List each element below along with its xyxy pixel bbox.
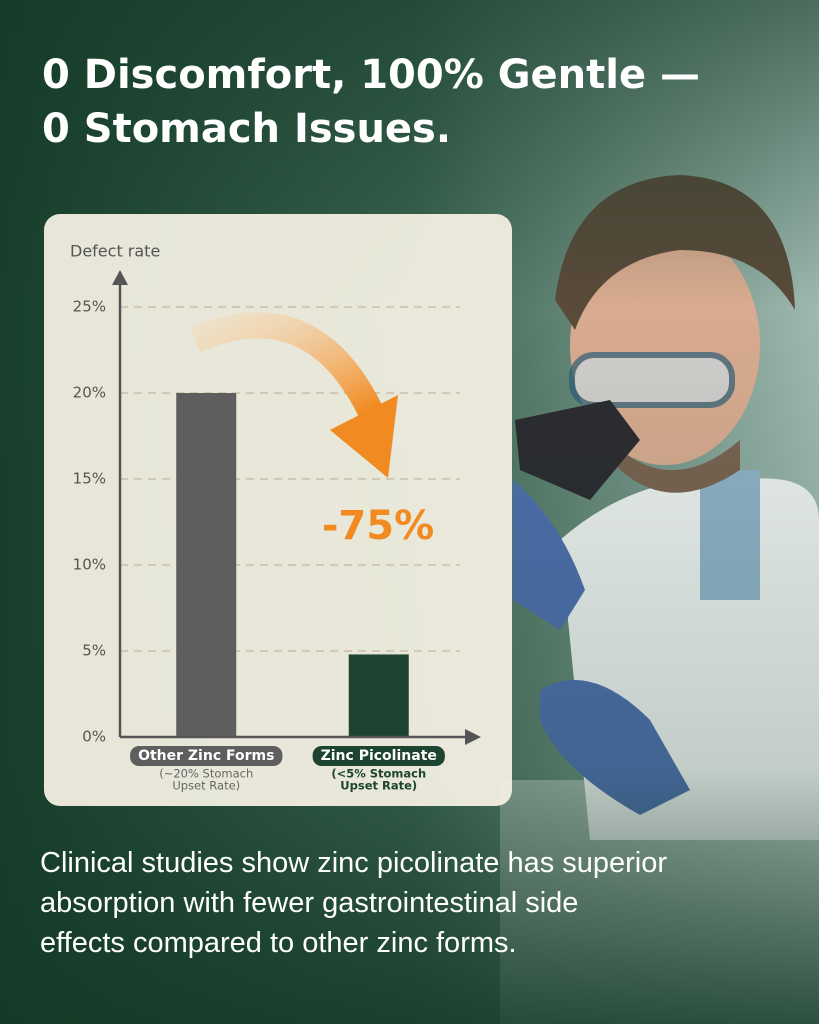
category-note: (~20% Stomach [159,767,253,781]
y-axis-arrow [112,270,128,285]
category-pill [312,746,445,766]
category-note: Upset Rate) [340,779,417,793]
x-axis-arrow [465,729,481,745]
category-note: (<5% Stomach [331,767,426,781]
headline: 0 Stomach Issues. [42,106,451,152]
bar [348,654,409,737]
y-tick-label: 15% [73,470,106,488]
annotation: -75% [322,503,434,549]
chart-card [44,214,512,806]
y-tick-label: 0% [82,728,106,746]
y-tick-label: 10% [73,556,106,574]
headline: 0 Discomfort, 100% Gentle — [42,52,700,98]
caption-line: effects compared to other zinc forms. [40,927,517,959]
y-tick-label: 25% [73,298,106,316]
x-tick-label: Other Zinc Forms [138,748,274,764]
caption-line: absorption with fewer gastrointestinal s… [40,887,578,919]
y-tick-label: 20% [73,384,106,402]
caption-line: Clinical studies show zinc picolinate ha… [40,847,667,879]
trend-arrowhead [330,395,398,478]
y-tick-label: 5% [82,642,106,660]
y-axis-label: Defect rate [70,242,160,261]
trend-arrow [189,312,382,416]
caption: Clinical studies show zinc picolinate ha… [40,847,667,959]
plot: 0% 5% 10% 15% 20% 25% Other Zinc Forms (~20% St… [73,270,481,793]
x-tick-label: Zinc Picolinate [321,748,437,764]
bar [176,393,237,737]
category-pill [130,746,283,766]
category-note: Upset Rate) [172,779,240,793]
